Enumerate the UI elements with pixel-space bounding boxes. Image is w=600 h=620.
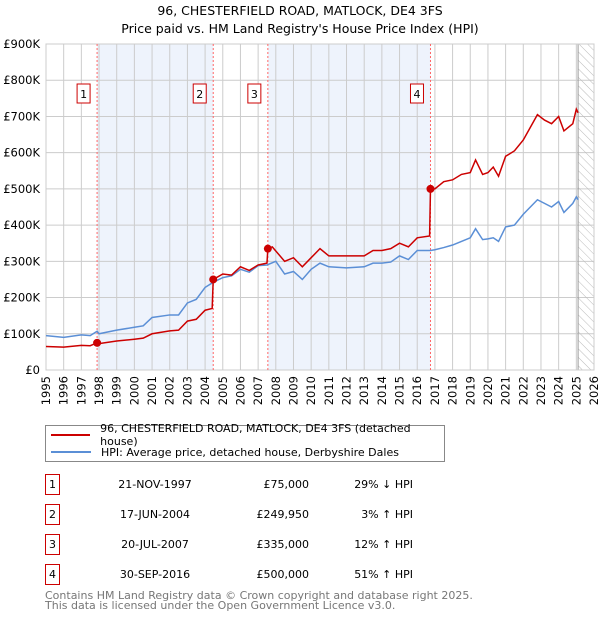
- sale-row: 2 17-JUN-2004 £249,950 3% ↑ HPI: [45, 504, 445, 525]
- x-tick-label: 2003: [180, 376, 194, 405]
- sale-point: [263, 244, 272, 253]
- x-tick-label: 2004: [198, 376, 212, 405]
- legend-swatch-red: [51, 434, 91, 436]
- legend-item-hpi: HPI: Average price, detached house, Derb…: [51, 444, 399, 460]
- sale-date: 17-JUN-2004: [119, 508, 191, 521]
- x-tick-label: 1996: [57, 376, 71, 405]
- x-tick-label: 2010: [304, 376, 318, 405]
- x-tick-label: 2000: [127, 376, 141, 405]
- chart-title: 96, CHESTERFIELD ROAD, MATLOCK, DE4 3FS: [157, 3, 443, 18]
- x-tick-label: 2016: [410, 376, 424, 405]
- sale-row: 4 30-SEP-2016 £500,000 51% ↑ HPI: [45, 564, 445, 585]
- plot-border: [45, 43, 595, 371]
- sale-point: [93, 338, 102, 347]
- x-tick-label: 2011: [322, 376, 336, 405]
- x-tick-label: 2005: [216, 376, 230, 405]
- x-tick-label: 2002: [163, 376, 177, 405]
- y-tick-label: £700K: [3, 109, 40, 123]
- x-tick-label: 2026: [587, 376, 600, 405]
- sale-date: 21-NOV-1997: [118, 478, 192, 491]
- x-tick-label: 2019: [463, 376, 477, 405]
- chart-subtitle: Price paid vs. HM Land Registry's House …: [121, 21, 479, 36]
- y-tick-label: £200K: [3, 291, 40, 305]
- x-tick-label: 2020: [481, 376, 495, 405]
- x-tick-label: 2007: [251, 376, 265, 405]
- x-tick-label: 2022: [516, 376, 530, 405]
- hpi-line: [45, 195, 579, 339]
- property-price-line: [45, 107, 579, 348]
- x-tick-label: 2023: [534, 376, 548, 405]
- x-tick-label: 1995: [39, 376, 53, 405]
- x-tick-label: 1999: [110, 376, 124, 405]
- sale-price: £249,950: [256, 508, 310, 521]
- sale-marker-box: 4: [45, 564, 60, 585]
- y-tick-label: £100K: [3, 327, 40, 341]
- y-tick-label: £300K: [3, 254, 40, 268]
- x-tick-label: 2018: [446, 376, 460, 405]
- sale-label: 3: [251, 88, 258, 101]
- x-tick-label: 2024: [552, 376, 566, 405]
- forecast-hatch: [577, 43, 595, 371]
- sale-price: £500,000: [256, 568, 310, 581]
- sale-marker-box: 3: [45, 534, 60, 555]
- footer-line-2: This data is licensed under the Open Gov…: [45, 599, 396, 612]
- x-tick-label: 2021: [499, 376, 513, 405]
- x-tick-label: 2008: [269, 376, 283, 405]
- sale-label: 2: [196, 88, 203, 101]
- sale-point: [426, 184, 435, 193]
- sale-price: £335,000: [256, 538, 310, 551]
- legend-label: HPI: Average price, detached house, Derb…: [101, 445, 399, 459]
- x-tick-label: 2001: [145, 376, 159, 405]
- sale-label-box: [192, 83, 207, 104]
- x-tick-label: 2025: [569, 376, 583, 405]
- x-tick-label: 2006: [233, 376, 247, 405]
- legend-swatch-blue: [51, 451, 91, 453]
- x-tick-label: 2013: [357, 376, 371, 405]
- sale-label-box: [76, 83, 91, 104]
- shaded-range: [267, 44, 431, 370]
- sale-hpi-diff: 3% ↑ HPI: [361, 508, 413, 521]
- sale-price: £75,000: [263, 478, 310, 491]
- x-tick-label: 2014: [375, 376, 389, 405]
- x-tick-label: 1997: [74, 376, 88, 405]
- sale-row: 3 20-JUL-2007 £335,000 12% ↑ HPI: [45, 534, 445, 555]
- sale-label: 4: [413, 88, 420, 101]
- sale-label-box: [247, 83, 262, 104]
- sale-hpi-diff: 29% ↓ HPI: [354, 478, 413, 491]
- x-tick-label: 2012: [340, 376, 354, 405]
- sale-date: 30-SEP-2016: [119, 568, 191, 581]
- sale-label-box: [409, 83, 424, 104]
- x-tick-label: 2017: [428, 376, 442, 405]
- legend: 96, CHESTERFIELD ROAD, MATLOCK, DE4 3FS …: [45, 422, 445, 462]
- y-tick-label: £600K: [3, 146, 40, 160]
- legend-item-property: 96, CHESTERFIELD ROAD, MATLOCK, DE4 3FS …: [51, 422, 444, 448]
- footer-line-1: Contains HM Land Registry data © Crown c…: [45, 589, 473, 602]
- sale-row: 1 21-NOV-1997 £75,000 29% ↓ HPI: [45, 474, 445, 495]
- sale-point: [209, 275, 218, 284]
- x-tick-label: 2015: [393, 376, 407, 405]
- y-tick-label: £900K: [3, 37, 40, 51]
- y-tick-label: £0: [25, 363, 40, 377]
- sale-hpi-diff: 12% ↑ HPI: [354, 538, 413, 551]
- x-tick-label: 1998: [92, 376, 106, 405]
- y-tick-label: £400K: [3, 218, 40, 232]
- sale-label: 1: [80, 88, 87, 101]
- sale-hpi-diff: 51% ↑ HPI: [354, 568, 413, 581]
- y-tick-label: £500K: [3, 182, 40, 196]
- legend-label: 96, CHESTERFIELD ROAD, MATLOCK, DE4 3FS …: [100, 422, 411, 448]
- sale-marker-box: 1: [45, 474, 60, 495]
- chart-plot: 1995 1996 1997 1998 1999 2000 2001 2002 2003 2004…: [3, 37, 600, 405]
- y-tick-label: £800K: [3, 73, 40, 87]
- sale-date: 20-JUL-2007: [121, 538, 189, 551]
- sale-marker-box: 2: [45, 504, 60, 525]
- x-tick-label: 2009: [286, 376, 300, 405]
